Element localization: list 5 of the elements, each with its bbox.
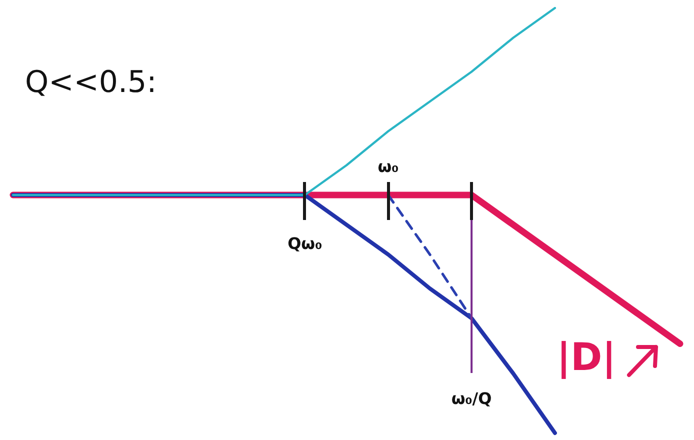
legend-label: |D|: [556, 334, 616, 379]
x-tick-label: ω₀: [378, 157, 399, 176]
text: Q<<0.5:: [25, 64, 157, 100]
x-tick-label: Qω₀: [288, 234, 322, 254]
x-tick-label: ω₀/Q: [451, 389, 492, 408]
